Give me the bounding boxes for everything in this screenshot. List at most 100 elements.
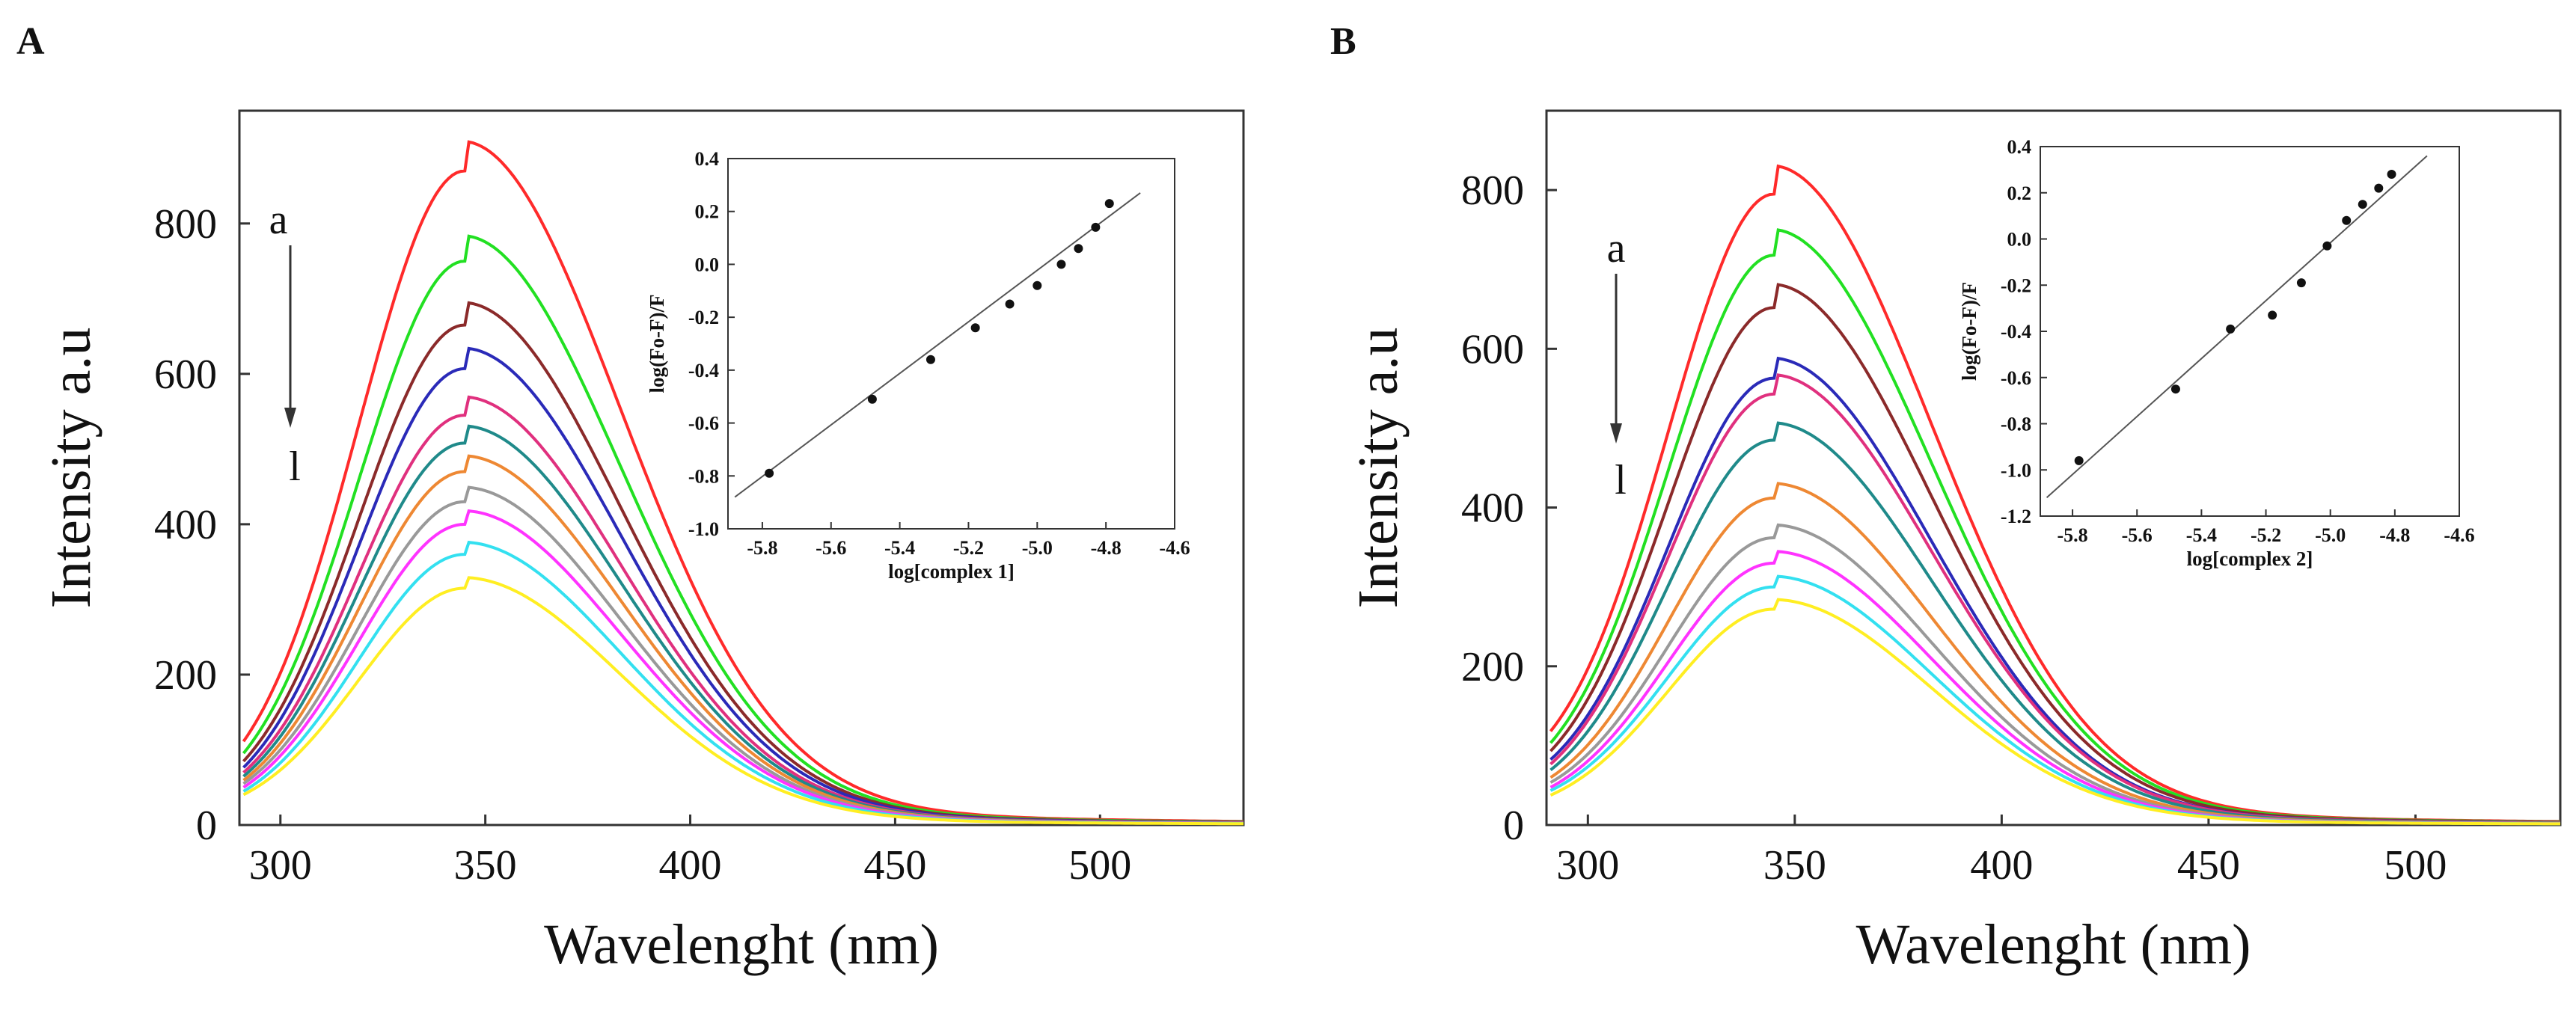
panel-a-x-tick-label: 350 bbox=[454, 842, 517, 889]
panel-b-x-tick-label: 350 bbox=[1763, 842, 1826, 889]
panel-b-inset-x-tick-label: -4.8 bbox=[2379, 524, 2410, 546]
panel-b-inset-x-axis-title: log[complex 2] bbox=[2187, 548, 2313, 570]
panel-a-inset-y-tick-label: 0.2 bbox=[695, 201, 720, 223]
panel-a-inset-data-point bbox=[1104, 199, 1114, 209]
panel-a-inset-y-axis-title: log(Fo-F)/F bbox=[646, 295, 668, 393]
panel-a-inset-data-point bbox=[926, 355, 935, 364]
panel-a-y-tick-label: 600 bbox=[154, 352, 217, 398]
panel-a-inset-fit-line bbox=[734, 192, 1141, 498]
panel-b-inset-y-tick-label: 0.2 bbox=[2007, 183, 2032, 204]
panel-b-inset-data-point bbox=[2268, 310, 2277, 320]
panel-a-label: A bbox=[16, 20, 45, 63]
panel-b-inset-data-point bbox=[2387, 170, 2396, 180]
panel-a-inset-x-tick-label: -5.4 bbox=[884, 537, 915, 559]
panel-a-y-tick-label: 400 bbox=[154, 502, 217, 548]
panel-b-inset-data-point bbox=[2296, 278, 2306, 288]
panel-b-inset-plot: -5.8 -5.6 -5.4 -5.2 -5.0 -4.8 -4.6 -1.2 -1.0 -0.8… bbox=[1958, 136, 2475, 570]
panel-a-inset-plot: -5.8 -5.6 -5.4 -5.2 -5.0 -4.8 -4.6 -1.0 -0.8 -0.6… bbox=[646, 148, 1190, 583]
panel-b-inset-frame bbox=[2040, 146, 2460, 517]
panel-b-inset-y-tick-label: -1.0 bbox=[2001, 459, 2031, 481]
panel-a-inset-y-tick-label: -0.8 bbox=[688, 465, 719, 487]
panel-a-spectra-plot: 300 350 400 450 500 0 200 400 600 800 Wavelenght (… bbox=[40, 109, 1245, 976]
panel-a-series-arrow-head bbox=[284, 408, 296, 428]
panel-b-spectra-plot: 300 350 400 450 500 0 200 400 600 800 Wavelenght (… bbox=[1347, 109, 2562, 976]
panel-a-marker-bottom: l bbox=[289, 444, 301, 490]
panel-a-inset-data-point bbox=[1091, 222, 1101, 232]
panel-a-inset-y-tick-label: 0.4 bbox=[695, 148, 720, 170]
panel-b-inset-x-tick-label: -5.4 bbox=[2186, 524, 2217, 546]
panel-a-y-tick-label: 800 bbox=[154, 201, 217, 248]
panel-a-inset-x-tick-label: -5.6 bbox=[816, 537, 846, 559]
panel-a-inset-y-tick-label: -0.6 bbox=[688, 413, 719, 435]
panel-b-inset-x-tick-label: -5.0 bbox=[2315, 524, 2346, 546]
panel-a-x-tick-label: 500 bbox=[1068, 842, 1131, 889]
panel-a-y-axis-title: Intensity a.u bbox=[40, 328, 103, 609]
panel-b-inset-y-tick-label: 0.0 bbox=[2007, 229, 2032, 251]
panel-b-series-arrow-head bbox=[1610, 423, 1622, 444]
panel-b-inset-y-axis-title: log(Fo-F)/F bbox=[1958, 282, 1980, 381]
panel-b-inset-y-tick-label: -0.4 bbox=[2001, 321, 2031, 343]
panel-a-inset-data-point bbox=[970, 323, 980, 333]
panel-b-y-tick-label: 200 bbox=[1461, 644, 1524, 690]
panel-a-inset-data-point bbox=[1056, 260, 1066, 269]
panel-b-x-tick-label: 300 bbox=[1556, 842, 1619, 889]
panel-b-inset-data-point bbox=[2374, 183, 2384, 193]
panel-b-inset-y-tick-label: -0.2 bbox=[2001, 275, 2031, 296]
panel-b-inset-x-tick-label: -4.6 bbox=[2444, 524, 2474, 546]
panel-a-inset-data-point bbox=[1032, 280, 1042, 290]
panel-a-inset-y-tick-label: -0.4 bbox=[688, 360, 719, 381]
panel-a-y-tick-label: 0 bbox=[196, 803, 217, 849]
panel-a-inset-x-axis-title: log[complex 1] bbox=[888, 560, 1015, 583]
panel-b-y-tick-label: 0 bbox=[1503, 803, 1524, 849]
panel-a-inset-data-point bbox=[1005, 299, 1015, 309]
panel-a-marker-top: a bbox=[269, 197, 288, 243]
panel-b-inset-fit-line bbox=[2046, 155, 2428, 499]
panel-b-y-tick-label: 600 bbox=[1461, 326, 1524, 372]
panel-a-plot-frame bbox=[238, 109, 1245, 826]
panel-b-inset-y-tick-label: -0.6 bbox=[2001, 367, 2031, 389]
panel-b-inset-data-point bbox=[2170, 384, 2180, 394]
panel-a-x-tick-label: 300 bbox=[249, 842, 312, 889]
panel-b-inset-data-point bbox=[2226, 324, 2236, 334]
panel-a-inset-y-tick-label: -0.2 bbox=[688, 307, 719, 328]
panel-a-inset-data-point bbox=[1074, 244, 1083, 254]
panel-a-x-axis-title: Wavelenght (nm) bbox=[544, 913, 939, 976]
panel-a-inset-frame bbox=[727, 158, 1175, 530]
panel-b-inset-data-point bbox=[2358, 200, 2367, 209]
panel-a-inset-data-point bbox=[867, 394, 877, 404]
panel-b-y-axis-title: Intensity a.u bbox=[1347, 328, 1410, 609]
panel-a-inset-x-tick-label: -5.0 bbox=[1022, 537, 1053, 559]
panel-b-inset-data-point bbox=[2322, 241, 2332, 251]
panel-a-inset-data-point bbox=[765, 468, 774, 478]
panel-b-plot-frame bbox=[1545, 109, 2562, 826]
panel-b-inset-data-point bbox=[2074, 456, 2084, 465]
panel-b-x-axis-title: Wavelenght (nm) bbox=[1856, 913, 2251, 976]
panel-b-inset-x-tick-label: -5.8 bbox=[2057, 524, 2087, 546]
panel-b-y-tick-label: 800 bbox=[1461, 168, 1524, 214]
panel-b-inset-y-tick-label: 0.4 bbox=[2007, 136, 2032, 158]
panel-a-x-tick-label: 450 bbox=[863, 842, 926, 889]
panel-a-inset-y-tick-label: -1.0 bbox=[688, 518, 719, 540]
panel-a-y-tick-label: 200 bbox=[154, 652, 217, 699]
panel-b-inset-x-tick-label: -5.2 bbox=[2251, 524, 2281, 546]
panel-b-x-tick-label: 450 bbox=[2177, 842, 2240, 889]
panel-b-marker-bottom: l bbox=[1615, 457, 1627, 503]
panel-b-series-line-h bbox=[1549, 523, 2560, 825]
panel-a-inset-x-tick-label: -5.8 bbox=[747, 537, 777, 559]
panel-b-series-line-k bbox=[1549, 598, 2560, 826]
panel-b-inset-y-tick-label: -1.2 bbox=[2001, 506, 2031, 527]
panel-a-inset-x-tick-label: -5.2 bbox=[953, 537, 984, 559]
panel-a-x-tick-label: 400 bbox=[659, 842, 722, 889]
panel-b-marker-top: a bbox=[1607, 225, 1626, 272]
panel-a-inset-x-tick-label: -4.8 bbox=[1091, 537, 1122, 559]
panel-a: A 300 350 400 450 500 0 200 400 600 800 Wavelenght… bbox=[16, 20, 1245, 976]
panel-a-inset-x-tick-label: -4.6 bbox=[1159, 537, 1190, 559]
panel-a-inset-y-tick-label: 0.0 bbox=[695, 254, 720, 275]
panel-b-x-tick-label: 500 bbox=[2384, 842, 2447, 889]
panel-b-inset-y-tick-label: -0.8 bbox=[2001, 414, 2031, 435]
panel-b-inset-data-point bbox=[2342, 215, 2352, 225]
panel-b-x-tick-label: 400 bbox=[1970, 842, 2033, 889]
panel-b: B 300 350 400 450 500 0 200 400 600 800 Wavelenght… bbox=[1330, 20, 2562, 976]
panel-a-series-line-k bbox=[242, 576, 1243, 826]
